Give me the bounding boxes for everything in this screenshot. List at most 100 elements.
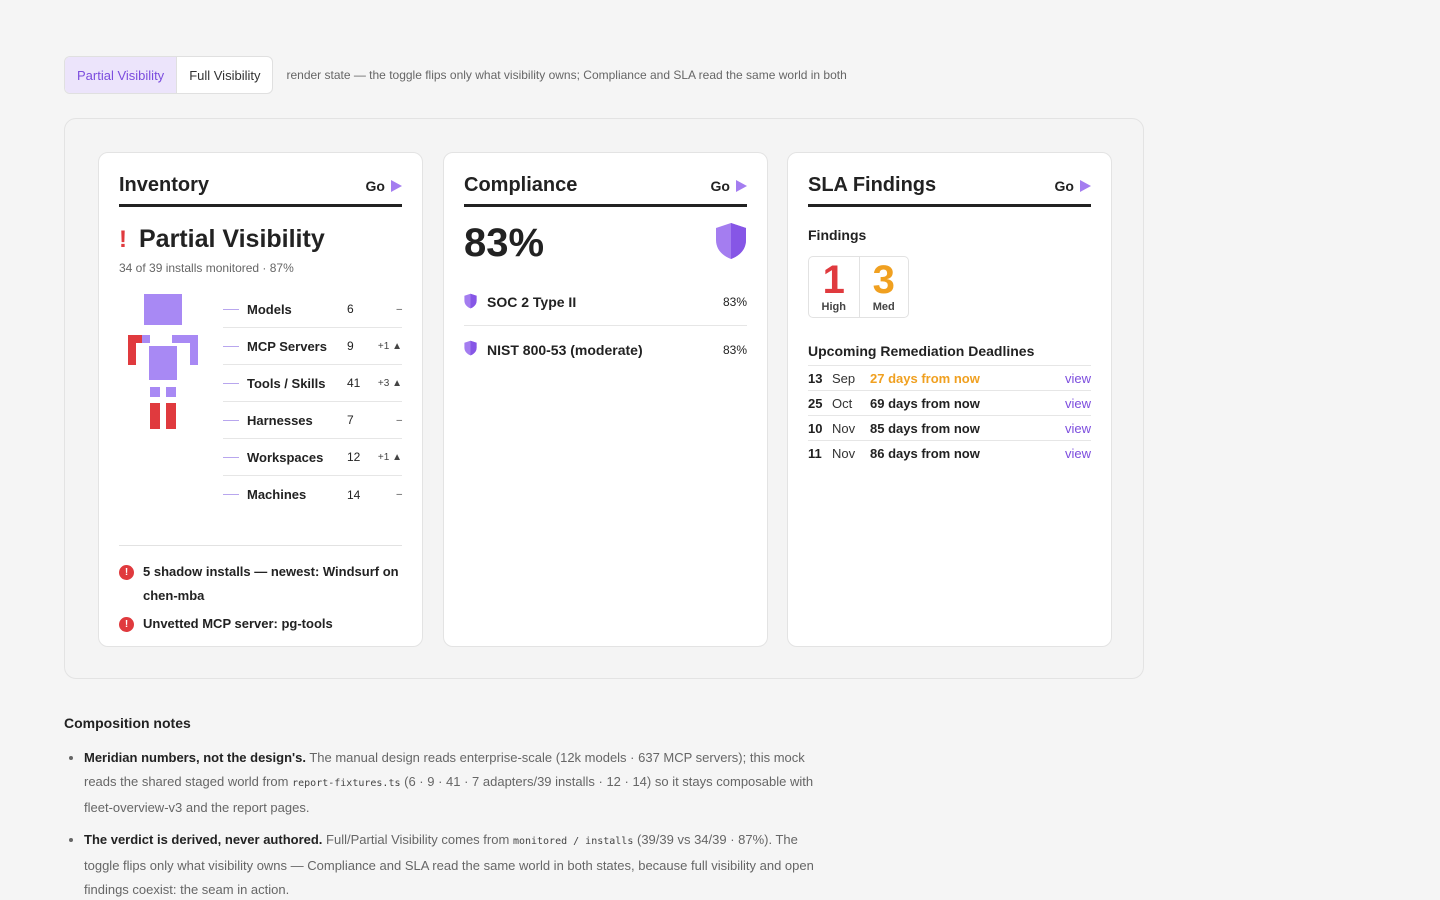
alert-item[interactable]: ! Unvetted MCP server: pg-tools: [119, 612, 402, 636]
alert-circle-icon: !: [119, 565, 134, 580]
row-name: Workspaces: [247, 449, 324, 465]
deadline-day: 13: [808, 370, 823, 386]
toggle-full-visibility[interactable]: Full Visibility: [176, 57, 272, 93]
row-name: Tools / Skills: [247, 375, 326, 391]
view-link[interactable]: view: [1064, 370, 1091, 386]
high-label: High: [821, 301, 846, 313]
deadline-relative: 69 days from now: [870, 395, 980, 411]
view-link[interactable]: view: [1064, 395, 1091, 411]
notes-title: Composition notes: [64, 715, 191, 731]
med-count: 3: [872, 258, 895, 302]
exclamation-icon: !: [119, 225, 127, 253]
notes-list: Meridian numbers, not the design's. The …: [64, 746, 814, 900]
deadline-month: Sep: [832, 370, 856, 386]
row-delta: –: [396, 414, 402, 426]
deadlines-list: 13 Sep 27 days from now view 25 Oct 69 d…: [808, 366, 1091, 466]
verdict-subtitle: 34 of 39 installs monitored · 87%: [119, 261, 294, 275]
row-count: 12: [347, 450, 361, 464]
table-row[interactable]: Harnesses 7 –: [223, 402, 402, 439]
deadline-month: Nov: [832, 420, 856, 436]
alert-circle-icon: !: [119, 617, 134, 632]
list-item: Meridian numbers, not the design's. The …: [84, 746, 814, 820]
note-lead: Meridian numbers, not the design's.: [84, 750, 306, 765]
deadline-relative: 85 days from now: [870, 420, 980, 436]
visibility-verdict: ! Partial Visibility: [119, 225, 402, 254]
table-row[interactable]: Models 6 –: [223, 291, 402, 328]
visibility-toggle: Partial Visibility Full Visibility: [64, 56, 274, 94]
sla-header: SLA Findings Go: [808, 171, 1091, 207]
row-name: Machines: [247, 487, 307, 502]
deadline-relative: 86 days from now: [870, 446, 980, 461]
findings-label: Findings: [808, 227, 867, 243]
row-delta: –: [396, 303, 402, 315]
go-arrow-icon: [1080, 179, 1091, 192]
view-link[interactable]: view: [1064, 420, 1091, 436]
alert-item[interactable]: ! 5 shadow installs — newest: Windsurf o…: [119, 560, 402, 608]
list-item: 10 Nov 85 days from now view: [808, 416, 1091, 441]
row-dash: [223, 345, 239, 347]
row-name: Models: [247, 301, 292, 317]
framework-pct: 83%: [722, 342, 747, 357]
row-delta: +1 ▲: [377, 340, 402, 352]
note-pre: Full/Partial Visibility comes from: [326, 832, 510, 847]
table-row[interactable]: Workspaces 12 +1 ▲: [223, 439, 402, 476]
toggle-note: render state — the toggle flips only wha…: [286, 68, 847, 82]
framework-name: NIST 800-53 (moderate): [487, 341, 643, 358]
compliance-go-link[interactable]: Go: [711, 178, 747, 194]
go-label: Go: [710, 177, 730, 194]
note-lead: The verdict is derived, never authored.: [84, 832, 323, 847]
row-count: 9: [347, 339, 354, 353]
high-count: 1: [822, 258, 845, 302]
deadline-day: 10: [808, 420, 823, 436]
row-dash: [223, 419, 239, 421]
shield-icon: [464, 293, 477, 312]
compliance-header: Compliance Go: [464, 171, 747, 207]
inventory-go-link[interactable]: Go: [366, 178, 402, 194]
go-label: Go: [1054, 177, 1074, 194]
row-count: 6: [347, 302, 354, 316]
go-label: Go: [365, 177, 385, 194]
view-link[interactable]: view: [1064, 446, 1091, 461]
sla-title: SLA Findings: [808, 174, 937, 196]
deadline-day: 25: [808, 395, 823, 411]
compliance-score-row: 83%: [464, 221, 747, 265]
visibility-toggle-bar: Partial Visibility Full Visibility rende…: [64, 56, 847, 94]
compliance-score: 83%: [464, 220, 545, 265]
divider: [119, 545, 402, 546]
compliance-list: SOC 2 Type II 83% NIST 800-53 (moderate)…: [464, 279, 747, 373]
findings-counts: 1 High 3 Med: [808, 256, 909, 318]
row-count: 41: [347, 376, 361, 390]
row-dash: [223, 308, 239, 310]
table-row[interactable]: Machines 14 –: [223, 476, 402, 513]
note-post: (39/39 vs 34/39 · 87%). The toggle flips…: [84, 832, 814, 897]
dashboard-frame: Inventory Go ! Partial Visibility 34 of …: [64, 118, 1144, 679]
med-label: Med: [872, 301, 895, 313]
alert-text: Unvetted MCP server: pg-tools: [143, 616, 333, 631]
findings-med[interactable]: 3 Med: [858, 257, 909, 317]
robot-figure-icon: [119, 291, 223, 527]
deadline-day: 11: [808, 446, 822, 461]
shield-icon: [715, 222, 747, 265]
row-dash: [223, 382, 239, 384]
table-row[interactable]: Tools / Skills 41 +3 ▲: [223, 365, 402, 402]
deadlines-title: Upcoming Remediation Deadlines: [808, 343, 1091, 366]
sla-go-link[interactable]: Go: [1055, 178, 1091, 194]
findings-high[interactable]: 1 High: [809, 257, 859, 317]
row-delta: +1 ▲: [377, 451, 402, 463]
inventory-card: Inventory Go ! Partial Visibility 34 of …: [98, 152, 423, 647]
list-item: 25 Oct 69 days from now view: [808, 391, 1091, 416]
toggle-partial-visibility[interactable]: Partial Visibility: [65, 57, 177, 93]
alert-text: 5 shadow installs — newest: Windsurf on …: [143, 564, 399, 603]
compliance-card: Compliance Go 83%: [443, 152, 768, 647]
table-row[interactable]: MCP Servers 9 +1 ▲: [223, 328, 402, 365]
row-name: MCP Servers: [247, 338, 327, 354]
inventory-header: Inventory Go: [119, 171, 402, 207]
compliance-title: Compliance: [464, 174, 578, 196]
list-item: 13 Sep 27 days from now view: [808, 366, 1091, 391]
verdict-text: Partial Visibility: [139, 225, 325, 253]
list-item[interactable]: SOC 2 Type II 83%: [464, 279, 747, 326]
list-item[interactable]: NIST 800-53 (moderate) 83%: [464, 326, 747, 373]
inventory-alerts: ! 5 shadow installs — newest: Windsurf o…: [119, 560, 402, 636]
row-count: 7: [347, 413, 354, 427]
note-code: monitored / installs: [512, 836, 634, 847]
